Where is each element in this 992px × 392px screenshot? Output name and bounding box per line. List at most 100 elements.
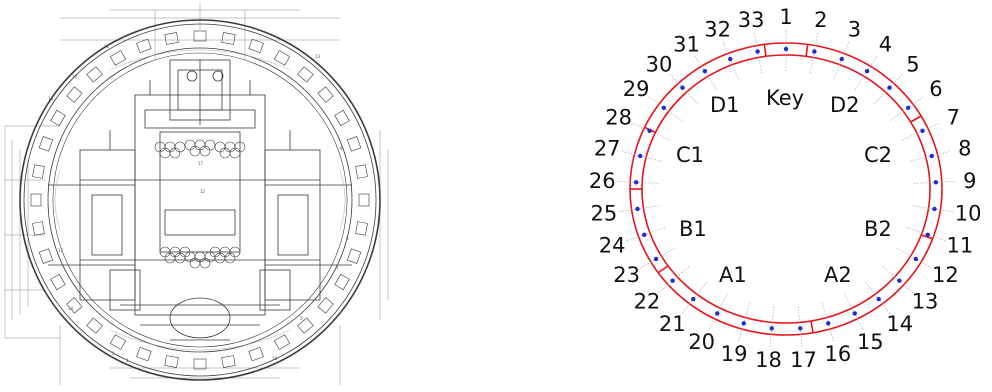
internal-gantry [48,60,352,340]
position-number: 13 [912,290,939,314]
position-number: 15 [857,330,884,354]
bolt-pocket [165,356,179,368]
bolt-pocket [39,249,53,264]
bolt-marker [680,85,684,89]
segment-labels: Key D1 D2 C1 C2 B1 B2 A1 A2 [676,86,892,287]
segment-label-b1: B1 [679,217,707,241]
position-number: 5 [906,53,919,77]
bolt-pocket [222,33,236,45]
position-number: 1 [779,5,792,29]
bolt-marker [770,326,774,330]
callout-11: 11 [104,44,110,49]
bolt-marker [662,106,666,110]
bolt-marker [715,311,719,315]
gear-icon [225,142,235,152]
gear-icon [165,253,175,263]
position-number: 29 [623,77,650,101]
bolt-marker [906,106,910,110]
bolt-pocket [165,33,179,45]
gear-icon [225,253,235,263]
bolt-pocket [298,67,314,82]
gear-icon [190,258,200,268]
cutter-gear-clusters [155,140,245,268]
gear-icon [215,253,225,263]
gear-icon [195,252,205,262]
bolt-marker [930,154,934,158]
bolt-pocket [222,356,236,368]
gear-icon [175,253,185,263]
bolt-pocket [274,51,289,66]
bolt-pocket [335,274,350,289]
segment-label-c1: C1 [676,143,704,167]
gear-icon [170,148,180,158]
position-number: 19 [721,342,748,366]
bolt-pocket [249,347,264,361]
segment-label-a1: A1 [719,263,747,287]
bolt-pocket [67,87,82,103]
bolt-pocket [356,222,368,236]
bolt-marker [877,297,881,301]
segment-label-c2: C2 [864,143,892,167]
position-number: 31 [673,32,700,56]
position-number: 23 [613,263,640,287]
segment-joint [911,116,921,122]
bolt-pocket [110,51,125,66]
bolt-pocket [274,335,289,350]
position-number: 4 [879,32,892,56]
bolt-marker [914,257,918,261]
bolt-marker [932,207,936,211]
position-number: 11 [947,233,974,257]
position-number: 18 [755,348,782,372]
position-number: 12 [932,263,959,287]
bolt-pocket [194,359,206,369]
bolt-marker [703,69,707,73]
position-number: 20 [688,330,715,354]
bolt-pocket [39,137,53,152]
bolt-pocket [33,222,45,236]
gear-icon [165,142,175,152]
bolt-pocket [359,194,369,206]
gear-icon [175,142,185,152]
position-number: 16 [824,342,851,366]
position-number: 30 [646,53,673,77]
position-number: 32 [704,17,731,41]
position-number: 6 [929,77,942,101]
segment-joint [658,266,668,273]
gear-icon [185,140,195,150]
position-number: 2 [814,8,827,32]
bolt-marker [840,57,844,61]
bolt-pocket [137,347,152,361]
bolt-pocket [194,31,206,41]
callout-10: 10 [72,74,78,79]
bolt-marker [691,297,695,301]
gear-icon [200,258,210,268]
bolt-marker [642,233,646,237]
callout-7: 7 [336,266,339,271]
gear-icon [200,146,210,156]
bolt-pocket [347,249,361,264]
segment-ring-diagram: 1 2 34567891011121314151617181920212223242… [589,5,982,372]
bolt-marker [742,321,746,325]
bolt-marker [920,129,924,133]
bolt-pocket [51,110,66,125]
gear-icon [205,140,215,150]
callout-13: 13 [315,54,321,59]
gear-icon [230,148,240,158]
position-number: 8 [958,136,971,160]
bolt-marker [670,278,674,282]
position-number: 28 [605,106,632,130]
bolt-pocket [137,39,152,53]
callout-5: 5 [300,316,303,321]
dimension-lines [5,4,388,385]
bolt-pocket [335,110,350,125]
bolt-pocket [87,318,103,333]
position-number: 25 [591,201,618,225]
bolt-marker [934,180,938,184]
bolt-marker [755,49,759,53]
bolt-marker [647,129,651,133]
bolt-marker [728,57,732,61]
position-number: 7 [947,106,960,130]
position-number: 26 [589,169,616,193]
position-numbers: 1 2 34567891011121314151617181920212223242… [589,5,982,372]
